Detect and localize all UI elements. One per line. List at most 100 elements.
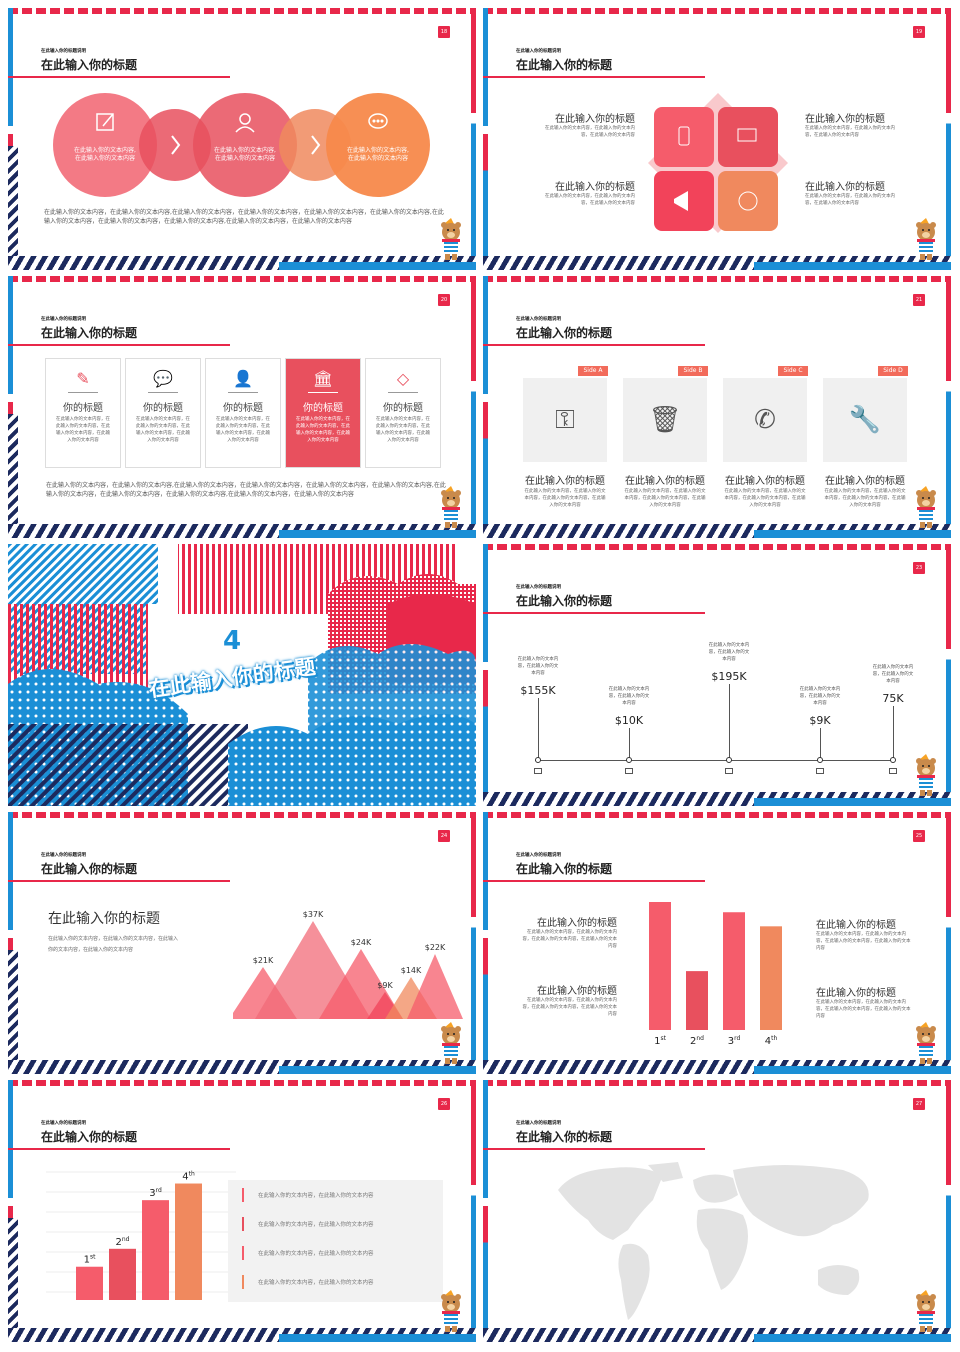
diagonal-stripes xyxy=(8,146,18,256)
camera-icon xyxy=(625,768,633,774)
section-background-art xyxy=(8,544,476,806)
slide-27: 27 在此输入你的标题说明 在此输入你的标题 xyxy=(483,1080,951,1342)
bottom-blue-band xyxy=(279,262,476,270)
card-text: 在此输入你的文本内容，在此输入你的文本内容，在此输入你的文本内容，在此输入你的文… xyxy=(136,417,190,443)
timeline-node xyxy=(817,757,823,763)
circle-text-1: 在此输入你的文本内容, xyxy=(74,146,136,154)
monitor-icon xyxy=(816,768,824,774)
bar xyxy=(175,1183,202,1300)
tile-phone xyxy=(654,107,714,167)
bear-mascot-icon xyxy=(441,1022,461,1064)
side-tag: Side C xyxy=(778,366,808,376)
feature-card: ◇ 你的标题 在此输入你的文本内容，在此输入你的文本内容，在此输入你的文本内容，在此… xyxy=(365,358,441,468)
slide-subtitle: 在此输入你的标题说明 xyxy=(41,317,86,322)
title-underline xyxy=(8,76,230,78)
slide-title: 在此输入你的标题 xyxy=(41,862,138,876)
bear-mascot-icon xyxy=(441,218,461,260)
timeline-text: 在此输入你的文本内容，在此输入你的文本内容 xyxy=(708,643,750,662)
bear-mascot-icon xyxy=(441,1290,461,1332)
feature-card: 👤 你的标题 在此输入你的文本内容，在此输入你的文本内容，在此输入你的文本内容，在此… xyxy=(205,358,281,468)
user-icon xyxy=(235,113,255,133)
block-heading: 在此输入你的标题 xyxy=(555,114,635,125)
bear-mascot-icon xyxy=(916,754,936,796)
block-heading: 在此输入你的标题 xyxy=(805,114,885,125)
page-number: 19 xyxy=(913,26,925,38)
list-item: 在此输入你的文本内容，在此输入你的文本内容 xyxy=(242,1275,374,1289)
side-text: 在此输入你的文本内容，在此输入你的文本内容，在此输入你的文本内容，在此输入你的文… xyxy=(824,489,906,508)
bear-mascot-icon xyxy=(916,1022,936,1064)
bar-chart: 1st 2nd 3rd 4th xyxy=(649,902,782,1047)
keyboard-icon xyxy=(889,768,897,774)
block-heading: 在此输入你的标题 xyxy=(555,182,635,193)
slide-subtitle: 在此输入你的标题说明 xyxy=(516,1121,561,1126)
laptop-icon xyxy=(725,768,733,774)
bar xyxy=(142,1200,169,1300)
peak-label: $37K xyxy=(303,910,324,919)
tile-chrome xyxy=(718,171,778,231)
circle-text-3: 在此输入你的文本内容, xyxy=(347,146,409,154)
bar-label: 2nd xyxy=(690,1035,704,1047)
circle-2 xyxy=(193,93,297,197)
timeline-value: 75K xyxy=(882,692,904,705)
card-text: 在此输入你的文本内容，在此输入你的文本内容，在此输入你的文本内容，在此输入你的文… xyxy=(216,417,270,443)
peak-label: $24K xyxy=(351,938,372,947)
slide-title: 在此输入你的标题 xyxy=(516,1130,613,1144)
top-stripe xyxy=(8,8,476,14)
bear-mascot-icon xyxy=(441,486,461,528)
africa xyxy=(696,1208,748,1290)
card-heading: 你的标题 xyxy=(63,403,103,414)
slide-title: 在此输入你的标题 xyxy=(516,862,613,876)
list-item: 在此输入你的文本内容，在此输入你的文本内容 xyxy=(242,1217,374,1231)
slide-subtitle: 在此输入你的标题说明 xyxy=(516,853,561,858)
laptop-icon xyxy=(737,128,757,142)
block-heading: 在此输入你的标题 xyxy=(48,911,160,927)
chat-bubble-icon xyxy=(368,113,388,129)
page-number: 23 xyxy=(913,562,925,574)
list-item: 在此输入你的文本内容，在此输入你的文本内容 xyxy=(242,1246,374,1260)
side-heading: 在此输入你的标题 xyxy=(625,476,705,487)
card-heading: 你的标题 xyxy=(143,403,183,414)
card-heading: 你的标题 xyxy=(303,403,343,414)
bar xyxy=(760,926,782,1030)
slide-title: 在此输入你的标题 xyxy=(41,326,138,340)
card-text: 在此输入你的文本内容，在此输入你的文本内容，在此输入你的文本内容，在此输入你的文… xyxy=(376,417,430,443)
side-tag: Side D xyxy=(878,366,908,376)
text-list-panel: 在此输入你的文本内容，在此输入你的文本内容 在此输入你的文本内容，在此输入你的文本… xyxy=(228,1180,443,1302)
slide-26: 26 在此输入你的标题说明 在此输入你的标题 1st 2nd 3rd 4th 在此输入… xyxy=(8,1080,476,1342)
phone-icon: ✆ xyxy=(754,405,776,435)
slide-title: 在此输入你的标题 xyxy=(516,326,613,340)
mountain-chart: $21K $37K $24K $9K $14K $22K xyxy=(233,910,463,1019)
slide-24: 24 在此输入你的标题说明 在此输入你的标题 在此输入你的标题 在此输入你的文本… xyxy=(8,812,476,1074)
slide-22-section: 4 在此输入你的标题 xyxy=(8,544,476,806)
chrome-icon xyxy=(738,191,758,211)
circle-connector-1 xyxy=(139,109,211,181)
bar xyxy=(686,971,708,1030)
user-icon: 👤 xyxy=(233,369,253,388)
greenland xyxy=(648,1162,683,1182)
slide-subtitle: 在此输入你的标题说明 xyxy=(516,585,561,590)
card-heading: 你的标题 xyxy=(383,403,423,414)
timeline-text: 在此输入你的文本内容，在此输入你的文本内容 xyxy=(799,687,841,706)
mountain-peak xyxy=(407,954,463,1019)
pencil-icon: ✎ xyxy=(76,369,90,388)
timeline-node xyxy=(890,757,896,763)
slide-19: 19 在此输入你的标题说明 在此输入你的标题 在此输入你的标题 在此输入你的文本… xyxy=(483,8,951,270)
timeline-node xyxy=(626,757,632,763)
south-america xyxy=(618,1243,650,1320)
world-map xyxy=(558,1162,869,1320)
page-number: 24 xyxy=(438,830,450,842)
north-america xyxy=(558,1167,663,1240)
bear-mascot-icon xyxy=(916,486,936,528)
chat-bubble-icon: 💬 xyxy=(153,369,173,388)
side-heading: 在此输入你的标题 xyxy=(725,476,805,487)
bar-chart: 1st 2nd 3rd 4th xyxy=(46,1171,236,1300)
megaphone-icon xyxy=(674,191,688,211)
australia xyxy=(818,1265,860,1295)
page-number: 20 xyxy=(438,294,450,306)
peak-label: $21K xyxy=(253,956,274,965)
timeline-value: $10K xyxy=(614,714,644,727)
slide-subtitle: 在此输入你的标题说明 xyxy=(516,317,561,322)
bar-label: 4th xyxy=(182,1171,195,1183)
bank-icon: 🏛 xyxy=(312,369,334,388)
peak-label: $14K xyxy=(401,966,422,975)
